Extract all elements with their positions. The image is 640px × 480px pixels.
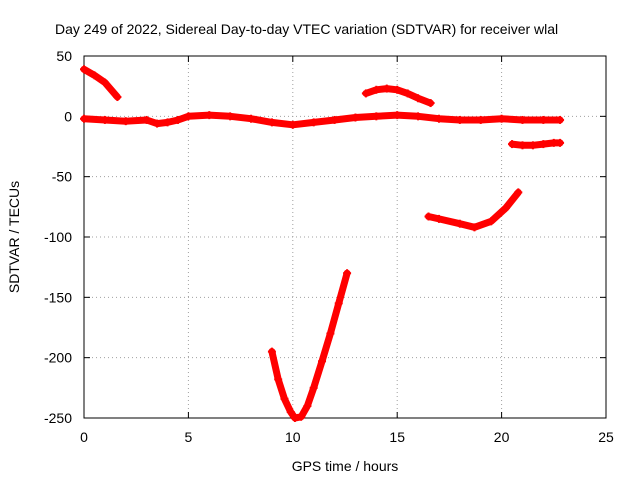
data-point (226, 112, 235, 121)
data-point (267, 118, 276, 127)
data-point (100, 115, 109, 124)
data-point (361, 89, 370, 98)
data-point (286, 407, 295, 416)
data-point (501, 204, 510, 213)
y-tick-label: -250 (44, 410, 72, 426)
y-tick-label: -50 (52, 169, 72, 185)
data-point (309, 118, 318, 127)
data-point (497, 114, 506, 123)
axis-ticks: 0 5 10 15 20 25 50 0 -50 -100 -150 -200 -250 (44, 48, 614, 445)
data-point (142, 115, 151, 124)
data-point (514, 188, 523, 197)
data-point (326, 329, 335, 338)
y-tick-label: 50 (56, 48, 72, 64)
data-point (297, 412, 306, 421)
y-axis-label: SDTVAR / TECUs (6, 181, 22, 293)
data-point (508, 140, 517, 149)
data-marks (80, 65, 565, 422)
x-tick-label: 5 (185, 429, 193, 445)
data-point (372, 85, 381, 94)
data-point (393, 85, 402, 94)
data-point (247, 114, 256, 123)
data-point (539, 140, 548, 149)
data-series-6 (268, 269, 351, 422)
data-point (528, 141, 537, 150)
data-point (90, 71, 99, 80)
data-point (393, 111, 402, 120)
data-point (205, 111, 214, 120)
data-point (280, 394, 289, 403)
y-tick-label: -200 (44, 350, 72, 366)
data-point (290, 414, 299, 422)
data-point (434, 214, 443, 223)
data-point (330, 115, 339, 124)
data-point (343, 269, 352, 278)
data-point (173, 115, 182, 124)
data-point (487, 217, 496, 226)
data-point (556, 138, 565, 147)
data-point (318, 357, 327, 366)
data-point (476, 115, 485, 124)
data-point (80, 114, 88, 123)
x-tick-label: 25 (598, 429, 614, 445)
data-point (556, 115, 565, 124)
data-point (113, 93, 122, 102)
data-point (309, 383, 318, 392)
data-point (163, 118, 172, 127)
data-point (518, 115, 527, 124)
x-tick-label: 0 (80, 429, 88, 445)
data-point (382, 84, 391, 93)
x-tick-label: 20 (494, 429, 510, 445)
plot-frame (83, 55, 607, 419)
data-point (274, 375, 283, 384)
data-point (267, 347, 276, 356)
x-tick-label: 15 (389, 429, 405, 445)
y-tick-label: -100 (44, 229, 72, 245)
y-tick-label: 0 (64, 108, 72, 124)
data-point (424, 212, 433, 221)
data-point (334, 299, 343, 308)
data-point (303, 401, 312, 410)
data-point (455, 115, 464, 124)
chart-title: Day 249 of 2022, Sidereal Day-to-day VTE… (55, 21, 558, 37)
y-tick-label: -150 (44, 289, 72, 305)
data-point (403, 89, 412, 98)
data-point (372, 112, 381, 121)
data-point (518, 141, 527, 150)
x-axis-label: GPS time / hours (292, 458, 399, 474)
data-point (100, 78, 109, 87)
data-point (434, 114, 443, 123)
data-point (539, 115, 548, 124)
data-point (184, 112, 193, 121)
data-point (414, 94, 423, 103)
data-point (80, 65, 88, 74)
x-tick-label: 10 (285, 429, 301, 445)
data-point (455, 219, 464, 228)
data-point (470, 223, 479, 232)
data-point (288, 120, 297, 129)
data-series-1 (80, 65, 121, 101)
data-point (414, 112, 423, 121)
data-point (426, 99, 435, 108)
data-point (351, 113, 360, 122)
data-point (121, 117, 130, 126)
data-point (153, 119, 162, 128)
